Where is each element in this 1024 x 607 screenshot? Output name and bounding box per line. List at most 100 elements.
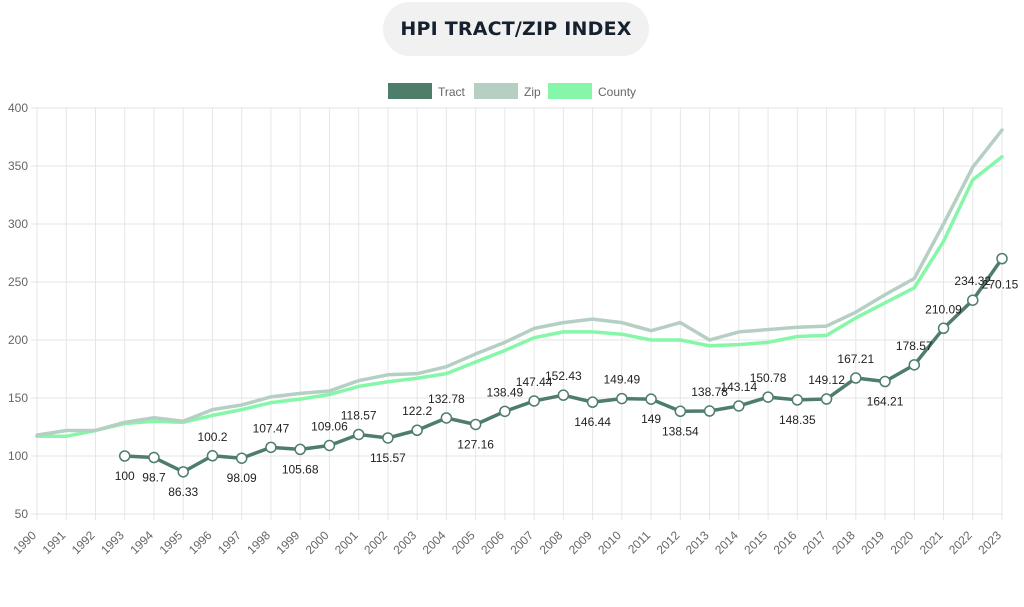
x-tick-label: 2009	[566, 528, 595, 557]
data-point[interactable]	[967, 294, 979, 306]
data-point[interactable]	[528, 395, 540, 407]
data-label: 122.2	[402, 404, 432, 418]
y-tick-label: 200	[8, 333, 28, 347]
data-point[interactable]	[908, 359, 921, 371]
x-tick-label: 2020	[888, 528, 917, 557]
data-label: 100.2	[197, 430, 227, 444]
y-tick-label: 50	[15, 507, 29, 521]
data-point[interactable]	[703, 405, 716, 417]
x-tick-label: 1990	[10, 528, 39, 557]
legend-item-county[interactable]: County	[548, 83, 636, 99]
zip-series-line	[35, 128, 1004, 437]
data-label: 150.78	[750, 371, 787, 385]
data-point[interactable]	[586, 396, 599, 408]
x-tick-label: 1992	[69, 528, 98, 557]
data-point[interactable]	[499, 405, 511, 418]
data-label: 147.44	[516, 375, 553, 389]
data-point[interactable]	[411, 424, 423, 436]
data-point[interactable]	[382, 432, 394, 444]
chart-title: HPI TRACT/ZIP INDEX	[400, 18, 632, 40]
data-point[interactable]	[352, 428, 365, 441]
data-label: 107.47	[253, 421, 290, 435]
legend-item-zip[interactable]: Zip	[474, 83, 541, 99]
x-tick-label: 2013	[683, 528, 712, 557]
x-tick-label: 2014	[712, 528, 741, 557]
data-point[interactable]	[148, 451, 160, 464]
x-tick-label: 2010	[595, 528, 624, 557]
x-tick-label: 2018	[829, 528, 858, 557]
x-tick-label: 2023	[975, 528, 1004, 557]
data-point[interactable]	[616, 392, 628, 405]
chart-title-pill: HPI TRACT/ZIP INDEX	[383, 2, 649, 56]
data-point[interactable]	[294, 443, 306, 456]
x-tick-label: 1995	[157, 528, 186, 557]
data-label: 115.57	[370, 451, 406, 465]
data-label: 138.54	[662, 424, 699, 438]
legend-swatch	[388, 83, 432, 99]
data-point[interactable]	[674, 405, 687, 418]
data-label: 178.57	[896, 339, 933, 353]
legend-item-tract[interactable]: Tract	[388, 83, 466, 99]
data-label: 167.21	[837, 352, 874, 366]
data-label: 138.49	[487, 385, 524, 399]
data-point[interactable]	[469, 418, 482, 431]
data-label: 149	[641, 412, 661, 426]
data-point[interactable]	[645, 393, 657, 405]
data-point[interactable]	[879, 375, 891, 388]
x-tick-label: 2000	[303, 528, 332, 557]
data-point[interactable]	[733, 400, 745, 412]
x-tick-label: 1993	[98, 528, 127, 557]
data-point[interactable]	[177, 466, 189, 478]
data-label: 146.44	[574, 415, 611, 429]
data-label: 138.78	[691, 385, 728, 399]
legend-label: Tract	[438, 85, 466, 99]
data-labels: 100 98.786.33 100.2 98.09 107.47 105.68 109.06…	[115, 274, 1019, 499]
data-point[interactable]	[762, 391, 774, 403]
data-point[interactable]	[265, 441, 277, 454]
y-tick-label: 400	[8, 101, 28, 115]
data-label: 98.09	[227, 471, 257, 485]
x-tick-label: 2006	[478, 528, 507, 557]
data-label: 127.16	[457, 437, 494, 451]
data-label: 86.33	[168, 485, 198, 499]
data-point[interactable]	[235, 452, 248, 464]
x-tick-label: 2005	[449, 528, 478, 557]
x-tick-label: 2007	[507, 528, 536, 557]
legend-swatch	[474, 83, 518, 99]
data-point[interactable]	[323, 439, 336, 452]
data-label: 100	[115, 469, 135, 483]
data-point[interactable]	[118, 450, 131, 462]
x-tick-label: 2021	[917, 528, 946, 557]
x-tick-label: 2012	[654, 528, 683, 557]
x-tick-label: 2019	[858, 528, 887, 557]
data-label: 148.35	[779, 413, 816, 427]
data-point[interactable]	[791, 394, 804, 406]
y-tick-label: 250	[8, 275, 28, 289]
x-tick-label: 2015	[741, 528, 770, 557]
data-label: 132.78	[428, 392, 465, 406]
data-label: 143.14	[720, 380, 757, 394]
x-tick-label: 2004	[420, 528, 449, 557]
data-label: 270.15	[982, 278, 1019, 292]
data-label: 109.06	[311, 419, 348, 433]
data-point[interactable]	[820, 393, 833, 405]
y-tick-label: 350	[8, 159, 28, 173]
legend-label: Zip	[524, 85, 541, 99]
data-point[interactable]	[440, 412, 453, 424]
x-tick-label: 2016	[771, 528, 800, 557]
data-point[interactable]	[206, 450, 219, 462]
data-point[interactable]	[996, 252, 1008, 265]
data-label: 149.49	[603, 373, 640, 387]
data-label: 210.09	[925, 302, 962, 316]
series-lines	[35, 128, 1004, 474]
x-tick-label: 2003	[390, 528, 419, 557]
legend[interactable]: Tract Zip County	[388, 83, 636, 99]
x-tick-label: 1991	[40, 528, 69, 557]
x-tick-label: 1996	[186, 528, 215, 557]
data-point[interactable]	[557, 389, 570, 401]
data-point[interactable]	[850, 372, 862, 384]
x-tick-label: 1994	[127, 528, 156, 557]
data-point[interactable]	[937, 322, 950, 335]
y-axis: 50 100 150 200 250 300 350 400	[8, 101, 28, 521]
